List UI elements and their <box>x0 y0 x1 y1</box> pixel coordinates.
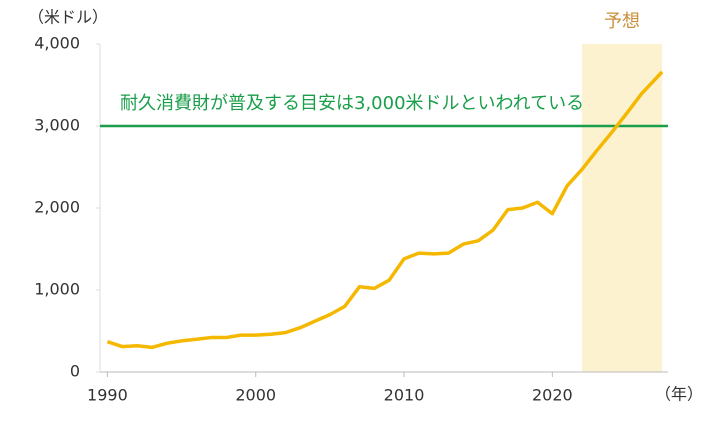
x-tick-label: 2000 <box>235 386 276 405</box>
x-unit: （年） <box>655 385 703 404</box>
forecast-label: 予想 <box>604 11 640 32</box>
x-tick-label: 2010 <box>384 386 425 405</box>
x-tick-label: 2020 <box>532 386 573 405</box>
y-unit: （米ドル） <box>28 8 108 27</box>
y-tick-label: 3,000 <box>34 116 80 135</box>
y-tick-label: 4,000 <box>34 34 80 53</box>
data-line <box>106 70 664 350</box>
y-tick-label: 0 <box>70 362 80 381</box>
forecast-band <box>581 44 663 372</box>
y-tick-label: 2,000 <box>34 198 80 217</box>
x-tick-label: 1990 <box>87 386 128 405</box>
reference-label: 耐久消費財が普及する目安は3,000米ドルといわれている <box>120 93 584 114</box>
y-tick-label: 1,000 <box>34 280 80 299</box>
